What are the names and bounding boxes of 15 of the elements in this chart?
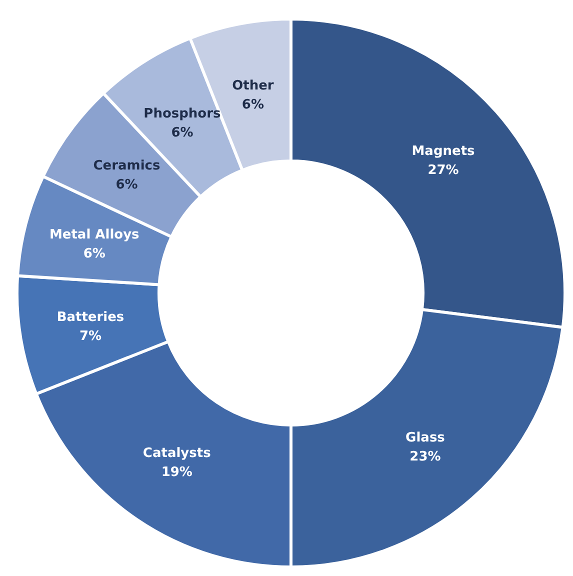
slice-label: Metal Alloys [49, 228, 140, 243]
data-label: 6% [242, 98, 264, 113]
data-label: 23% [410, 449, 441, 464]
data-label: 19% [161, 464, 192, 480]
slice-label: Catalysts [142, 446, 212, 461]
data-label: 6% [116, 178, 138, 193]
slice-label: Batteries [56, 310, 124, 325]
data-label: 7% [79, 328, 102, 344]
slice-label: Glass [406, 430, 446, 446]
data-label: 27% [428, 162, 459, 178]
slice-label: Ceramics [93, 158, 161, 174]
slice-label: Magnets [412, 144, 476, 159]
slice-label: Other [232, 78, 274, 94]
data-label: 6% [83, 246, 106, 262]
data-label: 6% [171, 126, 194, 141]
